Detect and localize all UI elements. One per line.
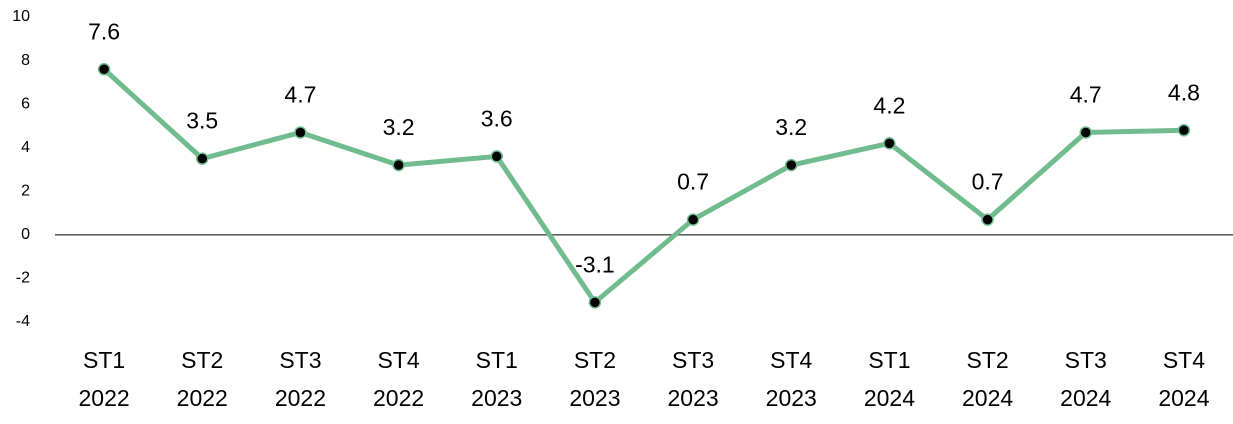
x-tick-label: 2024: [1158, 385, 1209, 411]
x-tick-label: ST4: [1163, 347, 1205, 373]
x-tick-label: ST2: [574, 347, 616, 373]
x-tick-label: 2022: [78, 385, 129, 411]
x-tick-label: 2022: [275, 385, 326, 411]
data-label: 3.2: [775, 114, 807, 140]
x-tick-label: ST4: [377, 347, 419, 373]
y-tick-label: -2: [16, 270, 30, 287]
x-tick-label: 2022: [177, 385, 228, 411]
marker: [392, 158, 405, 172]
x-tick-label: 2024: [962, 385, 1013, 411]
y-tick-label: 2: [21, 183, 30, 200]
x-tick-label: ST4: [770, 347, 812, 373]
data-label: 7.6: [88, 18, 120, 44]
data-label: 4.2: [873, 92, 905, 118]
marker: [196, 152, 209, 165]
data-label: 4.8: [1168, 79, 1200, 105]
x-tick-label: ST1: [476, 347, 518, 373]
x-tick-label: ST1: [83, 347, 125, 373]
marker: [883, 137, 896, 150]
marker: [97, 63, 111, 76]
y-tick-label: 8: [21, 52, 30, 69]
marker: [1177, 124, 1191, 137]
y-tick-label: 0: [21, 226, 30, 243]
x-tick-label: ST2: [181, 347, 223, 373]
marker: [490, 150, 503, 163]
marker: [686, 213, 700, 226]
data-label: 4.7: [1070, 82, 1102, 108]
data-label: -3.1: [575, 251, 615, 277]
x-tick-label: ST2: [966, 347, 1008, 373]
x-tick-label: 2022: [373, 385, 424, 411]
y-tick-label: -4: [16, 313, 30, 330]
data-label: 4.7: [284, 82, 316, 108]
data-label: 3.5: [186, 108, 218, 134]
line: [102, 67, 1184, 305]
data-label: 0.7: [677, 169, 709, 195]
x-tick-label: 2023: [569, 385, 620, 411]
marker: [588, 296, 602, 309]
x-tick-label: ST3: [672, 347, 714, 373]
x-tick-label: 2024: [1060, 385, 1111, 411]
x-tick-label: ST3: [279, 347, 321, 373]
data-label: 3.2: [383, 114, 415, 140]
x-tick-label: ST1: [868, 347, 910, 373]
marker: [294, 126, 307, 139]
data-label: 3.6: [481, 106, 513, 132]
y-tick-label: 10: [12, 8, 30, 25]
x-tick-label: 2024: [864, 385, 915, 411]
y-tick-label: 4: [21, 139, 30, 156]
marker: [1079, 126, 1092, 139]
marker: [981, 213, 994, 226]
x-tick-label: 2023: [766, 385, 817, 411]
y-tick-label: 6: [21, 95, 30, 112]
x-tick-label: ST3: [1065, 347, 1107, 373]
x-tick-label: 2023: [471, 385, 522, 411]
data-label: 0.7: [972, 169, 1004, 195]
marker: [785, 158, 798, 172]
x-tick-label: 2023: [667, 385, 718, 411]
